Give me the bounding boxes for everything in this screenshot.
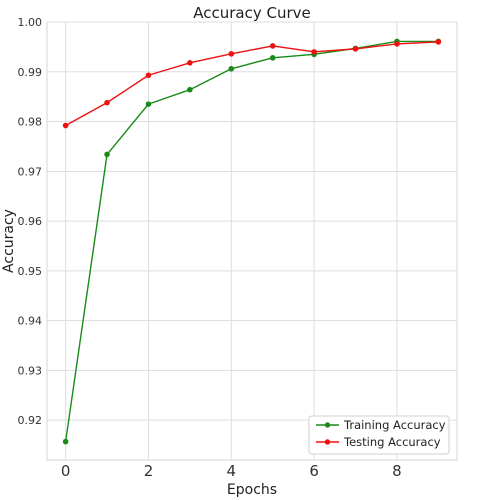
y-tick-label: 0.93: [18, 364, 43, 377]
legend-testing-label: Testing Accuracy: [343, 435, 441, 449]
chart-title: Accuracy Curve: [193, 4, 311, 22]
legend-box: [308, 415, 450, 455]
testing-accuracy-point: [62, 122, 69, 129]
y-tick-label: 0.96: [18, 215, 43, 228]
series-layer: [62, 38, 442, 445]
testing-accuracy-point: [394, 41, 400, 47]
y-tick-label: 0.97: [18, 165, 43, 178]
training-accuracy-point: [228, 65, 235, 72]
testing-accuracy-point: [228, 51, 235, 57]
y-gridlines: [47, 21, 457, 421]
x-axis-label: Epochs: [227, 482, 277, 498]
training-accuracy-line: [64, 40, 439, 442]
x-tick-label: 4: [227, 462, 237, 480]
testing-accuracy-point: [269, 43, 276, 49]
testing-accuracy-point: [187, 60, 193, 66]
legend: Training Accuracy Testing Accuracy: [308, 415, 450, 455]
training-accuracy-point: [62, 438, 69, 445]
training-accuracy-point: [269, 55, 276, 61]
testing-accuracy-point: [435, 39, 442, 45]
x-tick-label: 6: [309, 462, 319, 480]
testing-accuracy-point: [352, 46, 359, 52]
x-tick-labels: 0 2 4 6 8: [61, 462, 402, 480]
y-tick-label: 1.00: [18, 16, 43, 29]
y-tick-labels: 0.92 0.93 0.94 0.95 0.96 0.97 0.98 0.99 1.00: [18, 16, 43, 427]
x-tick-label: 0: [61, 462, 71, 480]
x-gridlines: [65, 22, 398, 460]
testing-accuracy-line: [65, 41, 439, 127]
testing-accuracy-point: [311, 49, 317, 55]
y-tick-label: 0.94: [18, 315, 43, 328]
plot-area: [46, 21, 458, 461]
x-tick-label: 8: [392, 462, 402, 480]
testing-accuracy-point: [104, 99, 110, 106]
x-tick-label: 2: [144, 462, 154, 480]
legend-testing-marker: [324, 439, 331, 445]
y-tick-label: 0.95: [18, 265, 43, 278]
legend-training-marker: [324, 422, 331, 428]
training-accuracy-point: [145, 101, 152, 107]
testing-accuracy-series: [62, 39, 442, 129]
training-accuracy-point: [104, 151, 110, 158]
y-tick-label: 0.98: [18, 116, 43, 129]
training-accuracy-point: [187, 86, 193, 93]
legend-training-label: Training Accuracy: [343, 418, 446, 432]
y-tick-label: 0.99: [18, 66, 43, 79]
y-tick-label: 0.92: [18, 414, 43, 427]
y-axis-label: Accuracy: [1, 209, 17, 273]
testing-accuracy-point: [145, 72, 152, 79]
